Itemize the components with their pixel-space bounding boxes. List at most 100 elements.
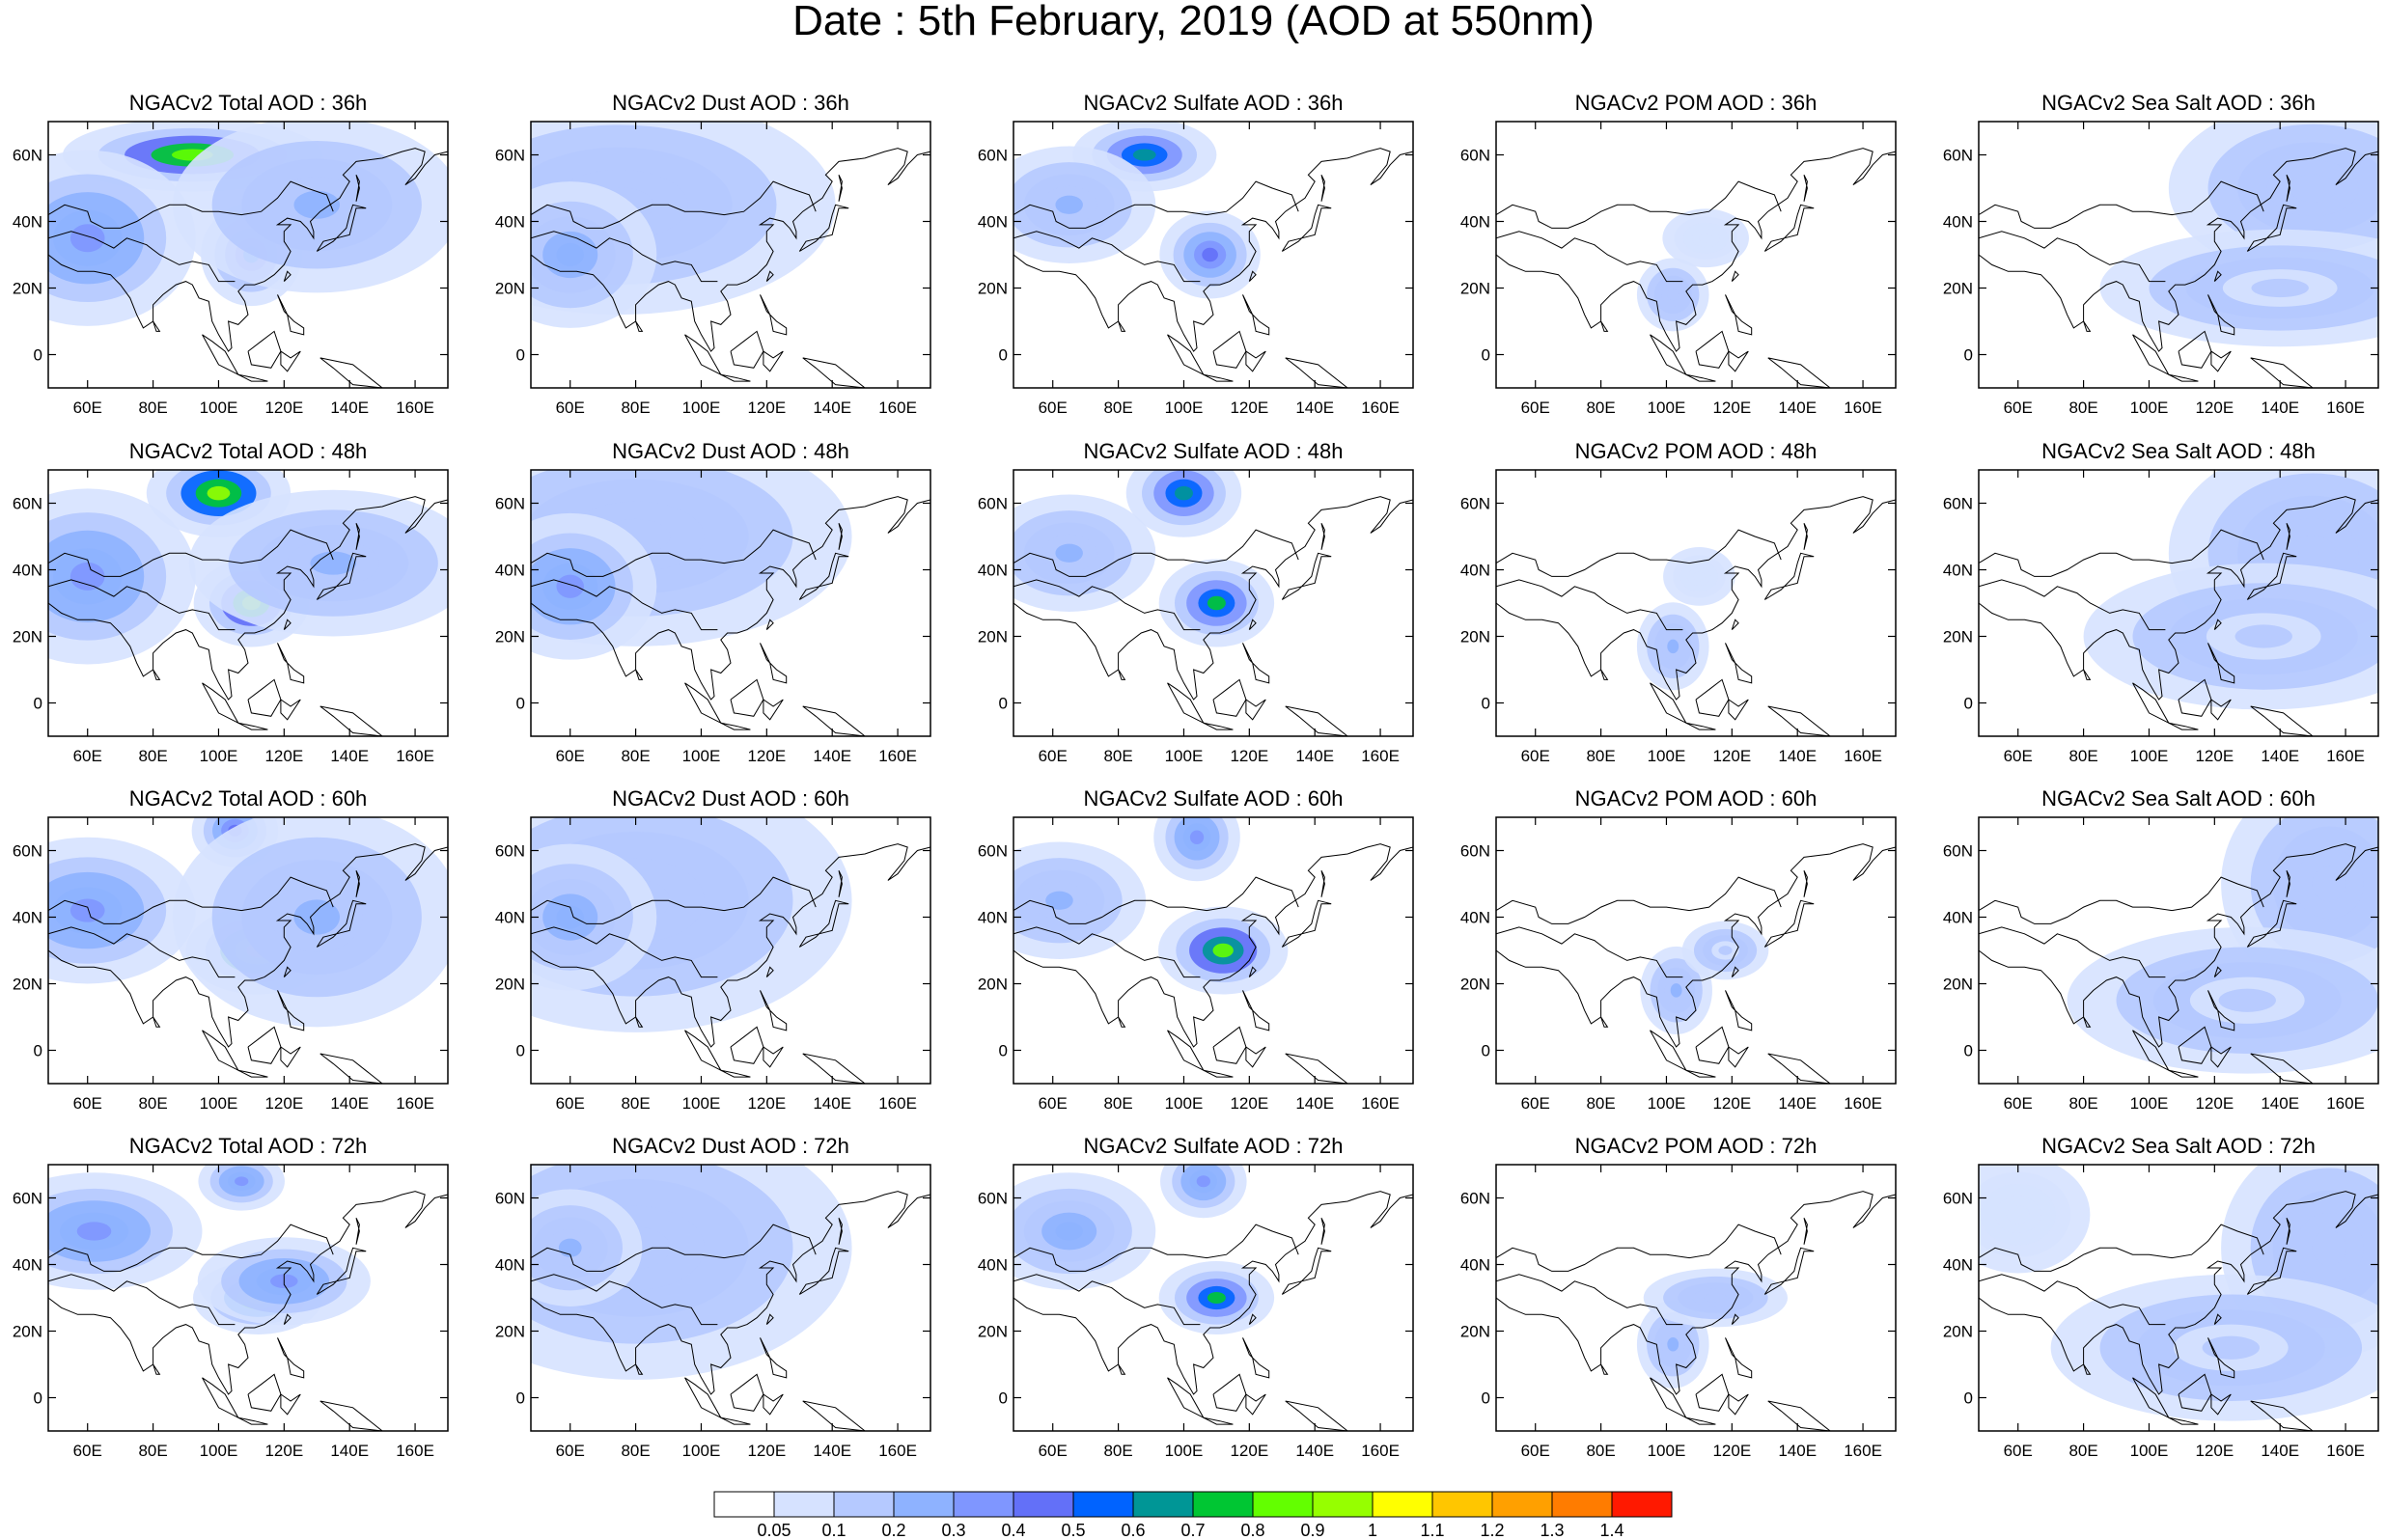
lon-tick-label: 100E: [682, 1442, 721, 1460]
aod-blob: [1212, 943, 1234, 958]
coastline: [48, 148, 448, 352]
lat-tick-label: 60N: [1460, 1190, 1490, 1208]
coastline: [763, 350, 784, 372]
coastline: [2246, 204, 2297, 252]
colorbar-label: 0.3: [941, 1521, 965, 1540]
coastline: [1118, 320, 1126, 332]
coastline: [1763, 1247, 1815, 1295]
lat-tick-label: 0: [1482, 695, 1490, 713]
lat-tick-label: 0: [1482, 1389, 1490, 1408]
coastline: [1763, 204, 1815, 252]
coastline: [531, 926, 718, 978]
lat-tick-label: 40N: [1943, 213, 1973, 232]
colorbar-box: [1132, 1491, 1194, 1518]
map-frame: [1495, 816, 1897, 1085]
aod-field: [1013, 1165, 1275, 1334]
coastline: [1203, 1416, 1234, 1425]
coastline: [2213, 1313, 2222, 1325]
lon-tick-label: 100E: [200, 747, 238, 765]
coastline: [1650, 1030, 1688, 1072]
lat-tick-label: 40N: [1460, 909, 1490, 927]
coastline: [531, 1224, 817, 1272]
aod-field: [48, 1165, 371, 1334]
lat-tick-label: 20N: [1943, 976, 1973, 994]
lat-tick-label: 60N: [1943, 495, 1973, 513]
colorbar-label: 0.8: [1240, 1521, 1264, 1540]
lon-tick-label: 80E: [1103, 1442, 1132, 1460]
coastline: [2246, 552, 2297, 600]
coastlines: [48, 1191, 448, 1431]
aod-field: [1979, 1165, 2378, 1421]
lat-tick-label: 20N: [1460, 976, 1490, 994]
coastline: [1725, 990, 1753, 1031]
coastline: [247, 1373, 282, 1412]
coastline: [48, 876, 334, 924]
coastline: [802, 1400, 866, 1431]
coastline: [1979, 180, 2264, 229]
coastline: [635, 669, 644, 680]
colorbar-label: 1.1: [1420, 1521, 1444, 1540]
coastline: [1767, 705, 1831, 736]
coastline: [1979, 579, 2166, 631]
lon-tick-label: 140E: [813, 399, 851, 417]
lon-tick-label: 140E: [1295, 747, 1334, 765]
colorbar-box: [773, 1491, 835, 1518]
aod-field: [48, 470, 448, 665]
lon-tick-label: 80E: [621, 1094, 650, 1113]
lat-tick-label: 40N: [13, 909, 42, 927]
coastline: [802, 705, 866, 736]
coastline: [1118, 1016, 1126, 1028]
lon-tick-label: 100E: [682, 747, 721, 765]
coastline: [2286, 1217, 2290, 1245]
aod-blob: [2006, 1205, 2030, 1224]
lon-tick-label: 60E: [73, 1442, 102, 1460]
lat-tick-label: 20N: [13, 1323, 42, 1341]
coastline: [2207, 294, 2235, 336]
lon-tick-label: 160E: [878, 1094, 917, 1113]
aod-blob: [1670, 983, 1682, 998]
coastline: [1242, 1337, 1270, 1379]
lat-tick-label: 20N: [13, 280, 42, 298]
coastlines: [1496, 843, 1896, 1084]
lon-tick-label: 160E: [2326, 1442, 2365, 1460]
lat-tick-label: 0: [999, 695, 1008, 713]
coastline: [1496, 926, 1683, 978]
coastline: [2168, 722, 2199, 730]
coastline: [316, 899, 367, 948]
coastline: [202, 334, 240, 376]
map-frame: [1013, 1164, 1414, 1432]
aod-blob: [1207, 595, 1226, 611]
aod-field: [1013, 122, 1261, 299]
coastline: [283, 1313, 291, 1325]
lon-tick-label: 160E: [396, 747, 434, 765]
aod-field: [48, 122, 448, 326]
lon-tick-label: 160E: [2326, 747, 2365, 765]
coastline: [1242, 990, 1270, 1031]
aod-blob: [2290, 174, 2336, 203]
lat-tick-label: 0: [516, 695, 525, 713]
coastline: [1979, 926, 2166, 978]
coastlines: [531, 1191, 930, 1431]
coastline: [1685, 1069, 1716, 1078]
colorbar-box: [713, 1491, 775, 1518]
map-frame: [1013, 121, 1414, 389]
coastline: [1767, 357, 1831, 388]
coastline: [1685, 722, 1716, 730]
coastline: [684, 682, 723, 725]
coastline: [1248, 966, 1257, 977]
coastline: [153, 669, 161, 680]
map-panel-pom-3: NGACv2 POM AOD : 72h 60E 80E 100E 120E 140E 16…: [1460, 1134, 1897, 1460]
colorbar: 0.05 0.1 0.2 0.3 0.4 0.5 0.6 0.7 0.8 0.9 1 1.1 1.2 1.…: [713, 1491, 1673, 1540]
coastline: [730, 330, 764, 369]
coastline: [1803, 174, 1808, 202]
lat-tick-label: 20N: [1943, 280, 1973, 298]
lon-tick-label: 160E: [1844, 399, 1882, 417]
panel-title: NGACv2 Dust AOD : 48h: [612, 439, 849, 463]
coastline: [2207, 1337, 2235, 1379]
lat-tick-label: 60N: [1460, 495, 1490, 513]
coastline: [1320, 522, 1325, 550]
lon-tick-label: 160E: [1361, 1094, 1400, 1113]
lon-tick-label: 100E: [682, 1094, 721, 1113]
panel-title: NGACv2 POM AOD : 36h: [1575, 91, 1818, 115]
lon-tick-label: 120E: [2195, 399, 2234, 417]
